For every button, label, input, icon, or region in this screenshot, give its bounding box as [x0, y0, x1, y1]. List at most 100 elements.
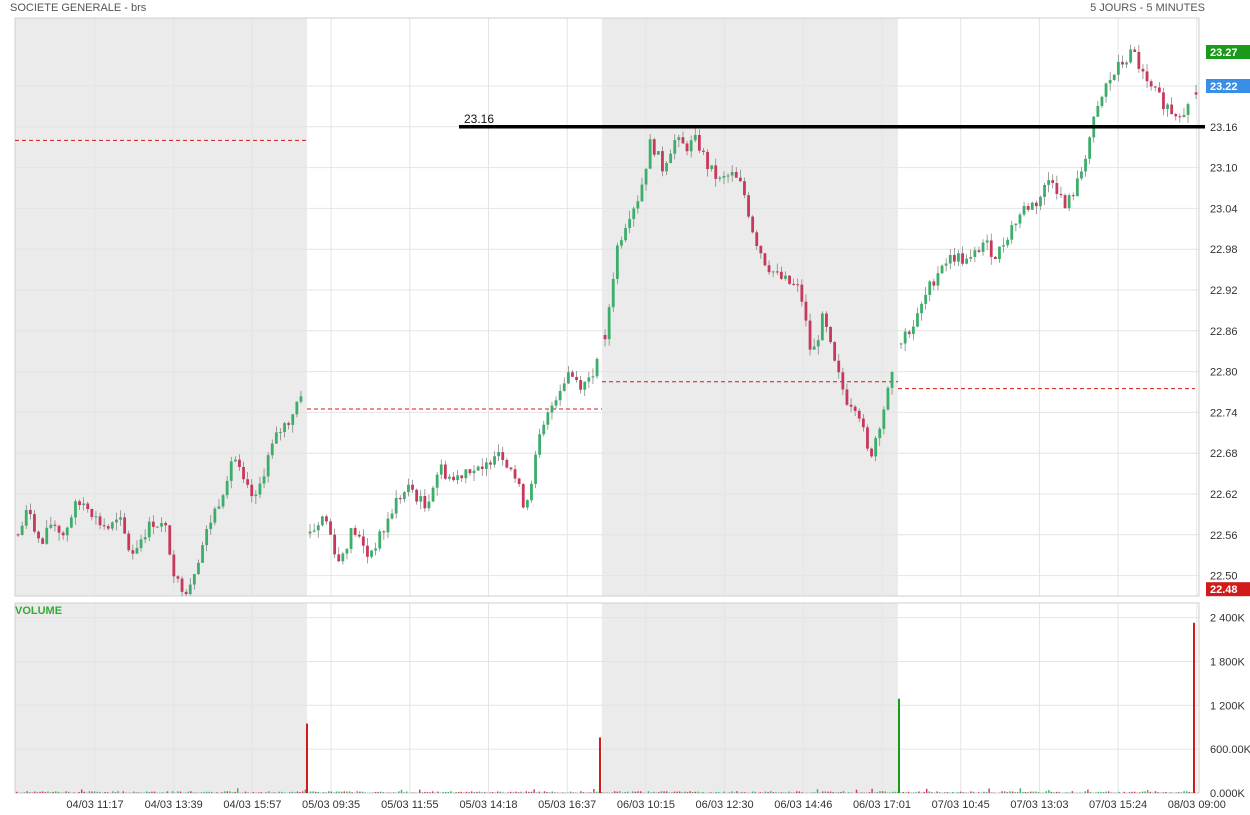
volume-bar [515, 791, 517, 793]
volume-bar [926, 788, 928, 793]
volume-bar [465, 791, 468, 793]
candle-body [221, 495, 225, 507]
candle-body [603, 335, 607, 340]
candle-body [903, 331, 907, 344]
volume-bar [47, 791, 49, 793]
candle-body [489, 462, 492, 465]
candle-body [201, 545, 204, 563]
volume-bar [65, 791, 67, 793]
candle-body [366, 545, 369, 557]
volume-bar [593, 788, 595, 793]
volume-bar [634, 791, 637, 793]
candle-body [845, 389, 849, 405]
volume-bar [260, 792, 262, 793]
volume-bar [918, 791, 920, 793]
price-tick-label: 22.98 [1210, 244, 1238, 256]
volume-bar [273, 792, 275, 793]
candle-body [1018, 214, 1022, 224]
volume-bar [1108, 791, 1110, 793]
candle-body [94, 516, 98, 518]
volume-bar [478, 791, 481, 793]
candle-body [1014, 223, 1018, 226]
candle-body [472, 470, 476, 474]
candle-body [1108, 79, 1112, 84]
candle-body [648, 139, 652, 169]
candle-body [439, 464, 443, 475]
volume-bar [884, 791, 886, 793]
candle-body [825, 313, 828, 327]
volume-bar [569, 791, 572, 793]
volume-bar [1191, 792, 1193, 793]
volume-bar [510, 791, 512, 793]
volume-bar [224, 791, 226, 793]
candle-body [266, 455, 270, 477]
volume-bar [962, 792, 964, 793]
candle-body [164, 523, 168, 526]
volume-bar [502, 792, 504, 793]
annotation-label: 23.16 [464, 112, 494, 126]
volume-bar [684, 791, 686, 793]
candle-body [1047, 180, 1051, 185]
candle-body [69, 517, 73, 528]
volume-bar [29, 792, 31, 793]
volume-bar [333, 792, 335, 793]
volume-bar [429, 792, 431, 793]
time-tick-label: 06/03 10:15 [617, 799, 675, 811]
candle-body [333, 534, 337, 555]
volume-bar [208, 791, 210, 793]
volume-bar [754, 791, 756, 793]
volume-bar [348, 791, 351, 793]
volume-bar [356, 791, 358, 793]
candle-body [131, 550, 135, 554]
candle-body [542, 424, 546, 435]
candle-body [636, 201, 640, 209]
volume-bar [848, 792, 850, 793]
volume-bar [1089, 792, 1092, 793]
candle-body [1006, 239, 1010, 246]
candle-body [262, 476, 266, 484]
volume-bar [590, 792, 592, 793]
volume-bar [1102, 792, 1105, 793]
volume-bar [447, 791, 449, 793]
candle-body [1084, 158, 1087, 172]
volume-bar [445, 791, 447, 793]
volume-bar [351, 792, 353, 793]
volume-bar [148, 792, 150, 793]
candle-body [312, 530, 316, 532]
volume-bar [468, 792, 470, 793]
volume-bar [889, 792, 891, 793]
candle-body [969, 256, 973, 259]
candle-body [924, 294, 928, 304]
candle-body [981, 242, 985, 252]
period-selector[interactable]: 5 JOURS - 5 MINUTES [1090, 2, 1205, 14]
volume-bar [135, 792, 137, 793]
volume-bar [894, 791, 897, 793]
candle-body [685, 143, 689, 152]
candle-body [180, 578, 184, 592]
volume-bar [99, 791, 101, 793]
volume-bar [374, 792, 377, 793]
volume-bar [512, 792, 514, 793]
candle-body [853, 406, 857, 411]
candle-body [419, 496, 423, 502]
volume-bar [481, 792, 483, 793]
volume-bar [694, 791, 696, 793]
candle-body [952, 255, 956, 262]
candle-body [49, 524, 53, 528]
volume-bar [907, 791, 910, 793]
candle-body [1067, 195, 1071, 209]
volume-bar [471, 791, 473, 793]
volume-bar [153, 791, 156, 793]
time-tick-label: 07/03 13:03 [1010, 799, 1068, 811]
candle-body [738, 177, 742, 182]
volume-bar [393, 792, 395, 793]
volume-bar [1097, 791, 1099, 793]
volume-bar [1001, 791, 1003, 793]
price-tick-label: 22.68 [1210, 448, 1238, 460]
volume-bar [382, 792, 384, 793]
candle-body [907, 331, 911, 334]
candle-body [497, 452, 501, 457]
candle-body [1022, 206, 1026, 215]
candle-body [587, 377, 591, 382]
